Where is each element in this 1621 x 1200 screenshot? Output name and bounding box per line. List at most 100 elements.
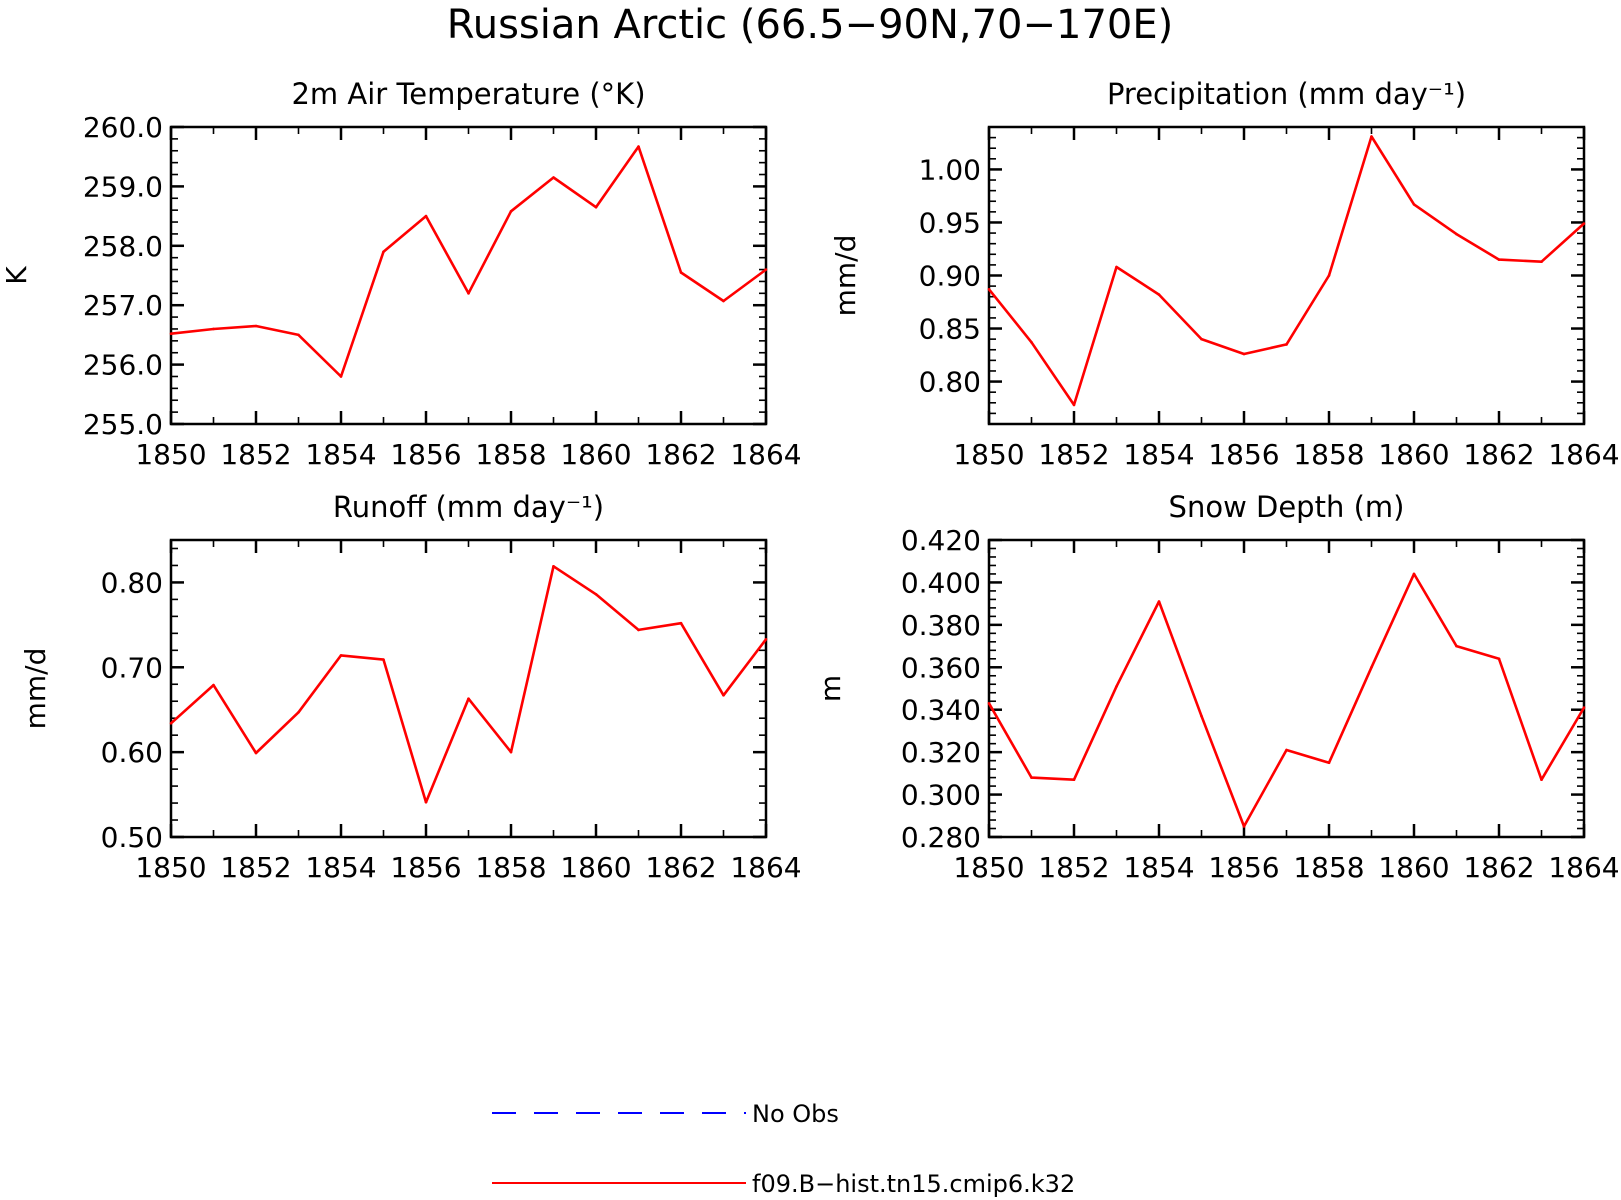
plot-frame [987, 125, 1586, 426]
x-tick-label: 1860 [1378, 438, 1449, 471]
data-point [467, 292, 470, 295]
data-point [1497, 657, 1501, 661]
data-point [1455, 644, 1458, 648]
data-point [1115, 685, 1118, 688]
y-tick-label: 258.0 [83, 230, 163, 263]
data-point [679, 271, 683, 274]
x-tick-label: 1860 [560, 438, 631, 471]
legend-label-no-obs: No Obs [752, 1100, 839, 1128]
data-point [169, 721, 173, 725]
x-tick-label: 1856 [390, 438, 461, 471]
panel-title: Runoff (mm day⁻¹) [333, 490, 604, 524]
x-tick-label: 1862 [1463, 851, 1534, 884]
data-point [1497, 258, 1501, 261]
x-tick-label: 1852 [220, 438, 291, 471]
y-tick-label: 0.85 [919, 313, 981, 346]
legend-label-model: f09.B−hist.tn15.cmip6.k32 [752, 1170, 1075, 1198]
panels-group: 2m Air Temperature (°K) K 1850 1852 1854 1856… [0, 77, 1620, 884]
panel-1: 2m Air Temperature (°K) K 1850 1852 1854 1856… [0, 77, 802, 471]
x-tick-label: 1860 [1378, 851, 1449, 884]
data-point [722, 693, 725, 697]
legend: No Obs f09.B−hist.tn15.cmip6.k32 [492, 1100, 1075, 1198]
plot-frame [169, 538, 768, 839]
data-point [1285, 748, 1288, 752]
y-tick-label: 0.400 [901, 566, 981, 599]
data-point [1072, 778, 1076, 782]
x-tick-label: 1852 [220, 851, 291, 884]
data-point [212, 683, 215, 687]
y-tick-label: 255.0 [83, 408, 163, 441]
x-tick-label: 1850 [135, 438, 206, 471]
y-tick-label: 259.0 [83, 170, 163, 203]
series-line [987, 135, 1585, 407]
data-point [764, 268, 768, 271]
plot-frame [169, 125, 768, 426]
x-tick-label: 1860 [560, 851, 631, 884]
y-tick-label: 0.380 [901, 609, 981, 642]
y-axis-label: mm/d [829, 235, 862, 317]
panel-4: Snow Depth (m) m 1850 1852 1854 1856 1858 1860 1… [814, 490, 1620, 884]
x-tick-label: 1852 [1038, 438, 1109, 471]
data-point [722, 299, 725, 303]
panel-2: Precipitation (mm day⁻¹) mm/d 1850 1852 1854… [829, 77, 1620, 471]
data-point [594, 205, 598, 209]
y-tick-label: 1.00 [919, 153, 981, 186]
figure-title: Russian Arctic (66.5−90N,70−170E) [447, 2, 1174, 48]
data-point [339, 654, 343, 657]
x-tick-label: 1858 [475, 438, 546, 471]
y-tick-label: 0.95 [919, 206, 981, 239]
data-point [339, 375, 343, 378]
data-point [552, 176, 555, 179]
data-point [1412, 572, 1416, 576]
data-point [509, 750, 513, 754]
x-tick-label: 1864 [1548, 438, 1619, 471]
data-point [1242, 825, 1246, 828]
x-tick-label: 1850 [953, 438, 1024, 471]
data-point [169, 332, 173, 336]
panel-3: Runoff (mm day⁻¹) mm/d 1850 1852 1854 1856 185… [19, 490, 802, 884]
x-tick-label: 1854 [1123, 851, 1194, 884]
data-point [552, 565, 555, 568]
x-tick-label: 1852 [1038, 851, 1109, 884]
data-point [424, 214, 428, 218]
data-point [1370, 665, 1373, 669]
data-point [1200, 337, 1203, 341]
data-point [424, 800, 428, 804]
panel-title: 2m Air Temperature (°K) [291, 77, 645, 111]
y-tick-label: 0.340 [901, 694, 981, 727]
y-tick-label: 0.320 [901, 736, 981, 769]
data-point [1540, 778, 1543, 782]
x-tick-label: 1864 [1548, 851, 1619, 884]
x-tick-label: 1854 [305, 851, 376, 884]
plot-frame [987, 538, 1586, 839]
x-tick-label: 1854 [1123, 438, 1194, 471]
x-tick-label: 1854 [305, 438, 376, 471]
y-axis-label: mm/d [19, 648, 52, 730]
data-point [509, 210, 513, 213]
y-axis-label: K [0, 266, 33, 285]
y-tick-label: 0.280 [901, 821, 981, 854]
data-point [1327, 761, 1331, 765]
data-point [382, 658, 385, 661]
y-axis-label: m [814, 675, 847, 702]
y-tick-label: 0.80 [101, 566, 163, 599]
y-tick-label: 0.300 [901, 779, 981, 812]
data-point [1285, 343, 1288, 346]
x-tick-label: 1850 [135, 851, 206, 884]
data-point [212, 327, 215, 331]
x-tick-label: 1850 [953, 851, 1024, 884]
data-point [1540, 260, 1543, 264]
x-tick-label: 1864 [730, 438, 801, 471]
data-point [637, 145, 640, 148]
panel-title: Precipitation (mm day⁻¹) [1107, 77, 1466, 111]
data-point [467, 697, 470, 700]
data-point [1582, 222, 1586, 225]
data-point [1072, 403, 1076, 407]
data-point [1327, 274, 1331, 277]
y-tick-label: 0.420 [901, 524, 981, 557]
y-tick-label: 0.70 [101, 651, 163, 684]
x-tick-label: 1858 [475, 851, 546, 884]
data-point [254, 751, 258, 755]
x-tick-label: 1862 [645, 851, 716, 884]
data-point [1030, 776, 1033, 779]
